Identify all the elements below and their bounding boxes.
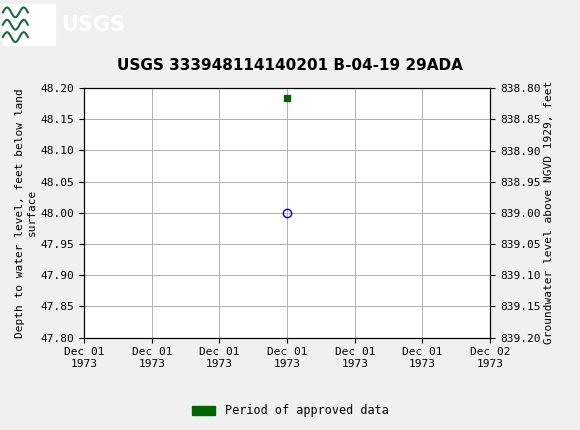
Legend: Period of approved data: Period of approved data bbox=[187, 399, 393, 422]
Y-axis label: Groundwater level above NGVD 1929, feet: Groundwater level above NGVD 1929, feet bbox=[545, 81, 554, 344]
Bar bbox=[3, 4, 55, 46]
Text: USGS: USGS bbox=[61, 15, 125, 35]
Text: USGS 333948114140201 B-04-19 29ADA: USGS 333948114140201 B-04-19 29ADA bbox=[117, 58, 463, 73]
Y-axis label: Depth to water level, feet below land
surface: Depth to water level, feet below land su… bbox=[15, 88, 37, 338]
